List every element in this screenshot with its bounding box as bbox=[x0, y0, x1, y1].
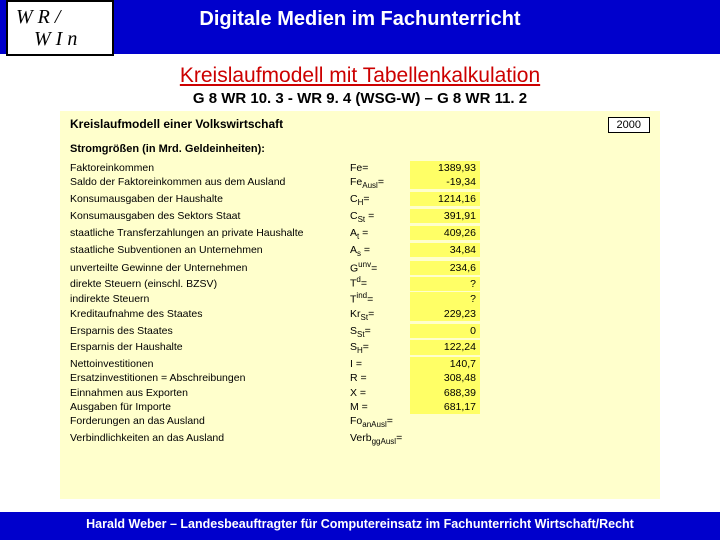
row-label: Verbindlichkeiten an das Ausland bbox=[70, 431, 350, 445]
table-row: FaktoreinkommenFe=1389,93 bbox=[70, 161, 650, 175]
row-label: staatliche Subventionen an Unternehmen bbox=[70, 243, 350, 257]
row-value: 229,23 bbox=[410, 307, 480, 321]
table-row: indirekte SteuernTind=? bbox=[70, 291, 650, 307]
table-row: Ersparnis des StaatesSSt=0 bbox=[70, 324, 650, 341]
logo-line1: W R / bbox=[16, 6, 112, 28]
table-row: Saldo der Faktoreinkommen aus dem Auslan… bbox=[70, 175, 650, 192]
table-row: unverteilte Gewinne der UnternehmenGunv=… bbox=[70, 260, 650, 276]
row-label: Ausgaben für Importe bbox=[70, 400, 350, 414]
row-symbol: I = bbox=[350, 357, 410, 371]
row-label: direkte Steuern (einschl. BZSV) bbox=[70, 277, 350, 291]
row-value: 1214,16 bbox=[410, 192, 480, 206]
slide: W R / W I n Digitale Medien im Fachunter… bbox=[0, 0, 720, 540]
row-value: 409,26 bbox=[410, 226, 480, 240]
table-row: Ersatzinvestitionen = AbschreibungenR =3… bbox=[70, 371, 650, 385]
row-symbol: CH= bbox=[350, 192, 410, 209]
row-symbol: CSt = bbox=[350, 209, 410, 226]
row-value: 34,84 bbox=[410, 243, 480, 257]
row-label: Ersatzinvestitionen = Abschreibungen bbox=[70, 371, 350, 385]
row-value: 308,48 bbox=[410, 371, 480, 385]
table-row: Konsumausgaben der HaushalteCH=1214,16 bbox=[70, 192, 650, 209]
row-label: Ersparnis des Staates bbox=[70, 324, 350, 338]
row-label: unverteilte Gewinne der Unternehmen bbox=[70, 261, 350, 275]
row-value: 1389,93 bbox=[410, 161, 480, 175]
row-value: 0 bbox=[410, 324, 480, 338]
row-label: Einnahmen aus Exporten bbox=[70, 386, 350, 400]
table-row: Verbindlichkeiten an das AuslandVerbggAu… bbox=[70, 431, 650, 448]
row-symbol: Td= bbox=[350, 275, 410, 291]
row-symbol: R = bbox=[350, 371, 410, 385]
row-label: Kreditaufnahme des Staates bbox=[70, 307, 350, 321]
row-label: Ersparnis der Haushalte bbox=[70, 340, 350, 354]
row-label: staatliche Transferzahlungen an private … bbox=[70, 226, 350, 240]
row-value: 140,7 bbox=[410, 357, 480, 371]
header-bar: W R / W I n Digitale Medien im Fachunter… bbox=[0, 0, 720, 54]
row-symbol: FoanAusl= bbox=[350, 414, 410, 431]
row-value: 688,39 bbox=[410, 386, 480, 400]
data-rows: FaktoreinkommenFe=1389,93Saldo der Fakto… bbox=[70, 161, 650, 448]
row-symbol: FeAusl= bbox=[350, 175, 410, 192]
footer-bar: Harald Weber – Landesbeauftragter für Co… bbox=[0, 512, 720, 540]
row-label: Nettoinvestitionen bbox=[70, 357, 350, 371]
table-row: direkte Steuern (einschl. BZSV)Td=? bbox=[70, 275, 650, 291]
table-title: Kreislaufmodell einer Volkswirtschaft bbox=[70, 117, 283, 131]
table-row: NettoinvestitionenI =140,7 bbox=[70, 357, 650, 371]
row-label: Konsumausgaben der Haushalte bbox=[70, 192, 350, 206]
row-label: indirekte Steuern bbox=[70, 292, 350, 306]
table-title-row: Kreislaufmodell einer Volkswirtschaft 20… bbox=[70, 117, 650, 133]
row-value: 234,6 bbox=[410, 261, 480, 275]
table-row: Ersparnis der HaushalteSH=122,24 bbox=[70, 340, 650, 357]
section-header: Stromgrößen (in Mrd. Geldeinheiten): bbox=[70, 143, 650, 155]
row-value: 122,24 bbox=[410, 340, 480, 354]
row-value: 391,91 bbox=[410, 209, 480, 223]
row-symbol: Tind= bbox=[350, 291, 410, 307]
table-row: staatliche Transferzahlungen an private … bbox=[70, 226, 650, 243]
row-value: ? bbox=[410, 277, 480, 291]
row-label: Faktoreinkommen bbox=[70, 161, 350, 175]
table-row: Konsumausgaben des Sektors StaatCSt =391… bbox=[70, 209, 650, 226]
row-symbol: VerbggAusl= bbox=[350, 431, 410, 448]
table-row: Einnahmen aus ExportenX =688,39 bbox=[70, 386, 650, 400]
row-value: -19,34 bbox=[410, 175, 480, 189]
row-symbol: Fe= bbox=[350, 161, 410, 175]
row-symbol: KrSt= bbox=[350, 307, 410, 324]
row-symbol: X = bbox=[350, 386, 410, 400]
table-row: Kreditaufnahme des StaatesKrSt=229,23 bbox=[70, 307, 650, 324]
table-row: staatliche Subventionen an UnternehmenAs… bbox=[70, 243, 650, 260]
row-label: Forderungen an das Ausland bbox=[70, 414, 350, 428]
row-value: ? bbox=[410, 292, 480, 306]
content-area: Kreislaufmodell einer Volkswirtschaft 20… bbox=[0, 107, 720, 512]
subtitle-area: Kreislaufmodell mit Tabellenkalkulation … bbox=[0, 64, 720, 107]
logo-line2: W I n bbox=[16, 28, 112, 50]
row-label: Saldo der Faktoreinkommen aus dem Auslan… bbox=[70, 175, 350, 189]
row-symbol: SSt= bbox=[350, 324, 410, 341]
header-title: Digitale Medien im Fachunterricht bbox=[199, 8, 520, 31]
subtitle-main: Kreislaufmodell mit Tabellenkalkulation bbox=[0, 64, 720, 88]
row-value: 681,17 bbox=[410, 400, 480, 414]
table-row: Ausgaben für ImporteM =681,17 bbox=[70, 400, 650, 414]
year-box: 2000 bbox=[608, 117, 650, 133]
table-row: Forderungen an das AuslandFoanAusl= bbox=[70, 414, 650, 431]
row-label: Konsumausgaben des Sektors Staat bbox=[70, 209, 350, 223]
row-symbol: SH= bbox=[350, 340, 410, 357]
row-symbol: M = bbox=[350, 400, 410, 414]
row-symbol: At = bbox=[350, 226, 410, 243]
row-symbol: Gunv= bbox=[350, 260, 410, 276]
row-symbol: As = bbox=[350, 243, 410, 260]
spreadsheet-embed: Kreislaufmodell einer Volkswirtschaft 20… bbox=[60, 111, 660, 499]
subtitle-sub: G 8 WR 10. 3 - WR 9. 4 (WSG-W) – G 8 WR … bbox=[0, 90, 720, 107]
logo-box: W R / W I n bbox=[6, 0, 114, 56]
